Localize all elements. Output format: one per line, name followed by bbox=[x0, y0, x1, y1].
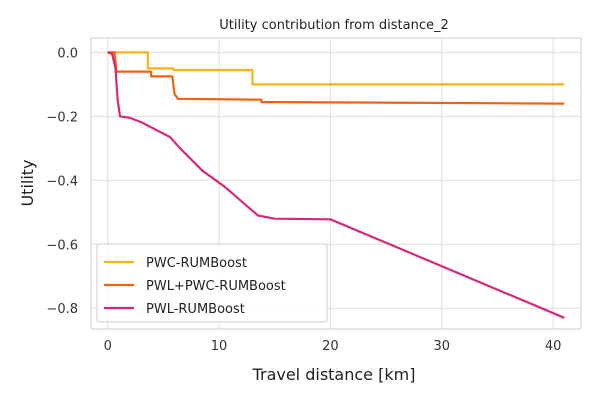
x-tick-label: 30 bbox=[434, 339, 451, 354]
x-tick-label: 20 bbox=[322, 339, 339, 354]
x-tick-label: 10 bbox=[211, 339, 228, 354]
plot-area bbox=[90, 37, 582, 330]
x-tick-label: 40 bbox=[545, 339, 562, 354]
legend-label: PWC-RUMBoost bbox=[146, 256, 247, 271]
series-line-3 bbox=[107, 51, 565, 319]
y-tick-label: −0.2 bbox=[46, 110, 78, 125]
y-axis-title: Utility bbox=[18, 159, 37, 206]
series-line-1 bbox=[107, 51, 565, 86]
tick-layer: 0 10 20 30 40 0.0 −0.2 −0.4 −0.6 −0.8 bbox=[46, 46, 561, 354]
legend-label: PWL+PWC-RUMBoost bbox=[146, 279, 286, 294]
y-tick-label: −0.4 bbox=[46, 174, 78, 189]
y-tick-label: −0.8 bbox=[46, 302, 78, 317]
series-line-2 bbox=[107, 51, 565, 105]
legend: PWC-RUMBoost PWL+PWC-RUMBoost PWL-RUMBoost bbox=[96, 243, 328, 323]
legend-label: PWL-RUMBoost bbox=[146, 302, 245, 317]
x-axis-title: Travel distance [km] bbox=[252, 365, 416, 384]
y-tick-label: 0.0 bbox=[57, 46, 78, 61]
series-layer bbox=[107, 51, 565, 319]
y-tick-label: −0.6 bbox=[46, 238, 78, 253]
chart-title: Utility contribution from distance_2 bbox=[219, 18, 449, 33]
x-tick-label: 0 bbox=[104, 339, 112, 354]
legend-box bbox=[96, 243, 328, 323]
